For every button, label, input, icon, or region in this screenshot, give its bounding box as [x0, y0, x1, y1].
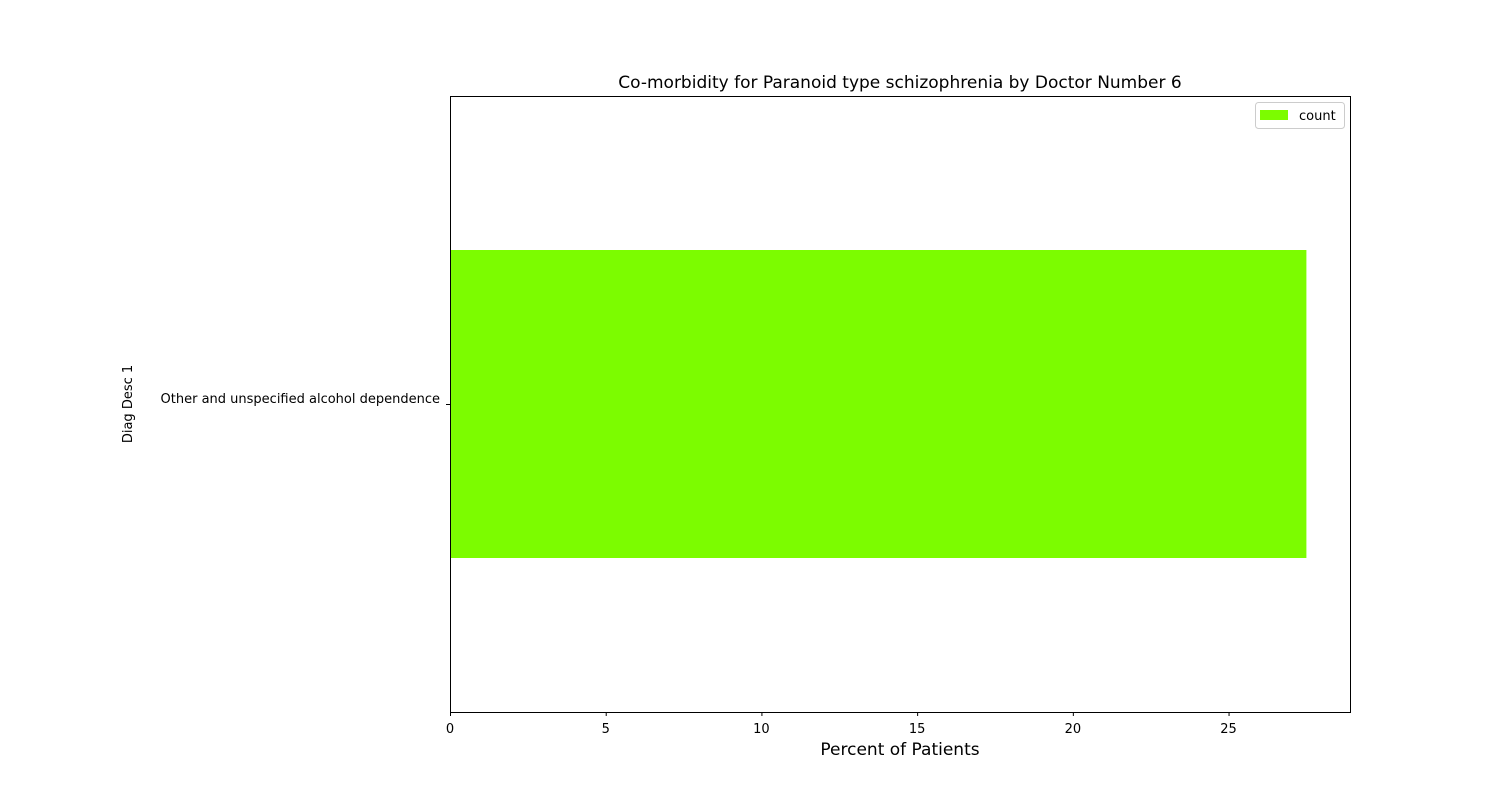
y-tick-label: Other and unspecified alcohol dependence: [161, 392, 440, 407]
legend-swatch: [1260, 110, 1288, 120]
plot-area-frame: [450, 96, 1351, 713]
y-axis-ticks: Other and unspecified alcohol dependence: [161, 392, 450, 407]
bar-group: [450, 250, 1307, 558]
x-axis-label: Percent of Patients: [820, 740, 979, 760]
x-tick-label: 0: [446, 722, 454, 737]
x-tick-label: 25: [1220, 722, 1237, 737]
x-tick-label: 10: [753, 722, 770, 737]
x-tick-label: 20: [1065, 722, 1082, 737]
y-axis-label: Diag Desc 1: [121, 365, 136, 443]
chart-title: Co-morbidity for Paranoid type schizophr…: [618, 73, 1181, 93]
x-axis-ticks: 0 5 10 15 20 25: [446, 712, 1237, 737]
legend-label: count: [1299, 109, 1336, 124]
bar-0: [450, 250, 1307, 558]
x-tick-label: 5: [602, 722, 610, 737]
x-tick-label: 15: [909, 722, 926, 737]
legend: count: [1255, 102, 1345, 129]
legend-box: [1255, 102, 1345, 129]
